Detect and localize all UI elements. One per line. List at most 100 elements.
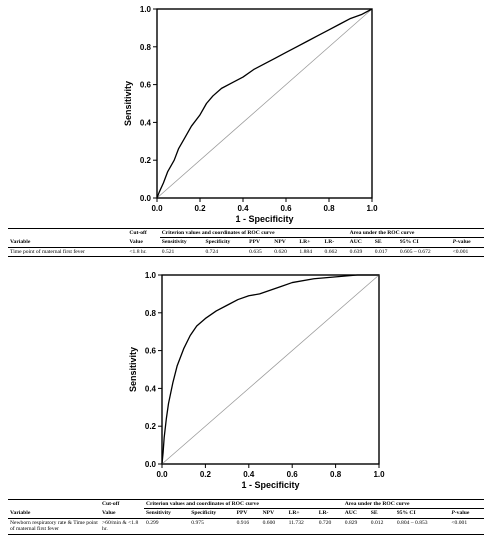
chart2-y-axis-title: Sensitivity (128, 347, 138, 392)
p-value-cell: <0.001 (450, 247, 484, 258)
chart2-y-tick-label: 0.0 (145, 460, 157, 469)
table2-auc-header: AUC (342, 508, 369, 519)
roc-chart-2: 0.0 0.2 0.4 0.6 0.8 1.0 0.0 0.2 0.4 0.6 0.8 1.0 1 - … (128, 271, 385, 490)
chart2-x-tick-label: 0.8 (330, 470, 342, 479)
variable-cell: Time point of maternal first fever (8, 247, 128, 258)
ppv-cell: 0.635 (247, 247, 273, 258)
table1-variable-blank (8, 227, 128, 238)
chart1-y-tick-label: 0.4 (140, 118, 152, 127)
chart1-x-axis-title: 1 - Specificity (235, 214, 293, 224)
table2-ci-header: 95% CI (394, 508, 450, 519)
table1-cutoff-header: Cut-off (127, 227, 160, 238)
roc-chart-1: 0.0 0.2 0.4 0.6 0.8 1.0 0.0 0.2 0.4 0.6 0.8 1.0 1 - … (123, 5, 378, 224)
ci-cell: 0.605 – 0.672 (397, 247, 451, 258)
table2-lr-minus-header: LR- (316, 508, 343, 519)
chart2-y-tick-label: 0.6 (145, 347, 157, 356)
auc-cell: 0.829 (342, 518, 369, 535)
table2-sensitivity-header: Sensitivity (144, 508, 190, 519)
table1-lr-plus-header: LR+ (297, 237, 323, 248)
specificity-cell: 0.975 (189, 518, 235, 535)
sensitivity-cell: 0.299 (144, 518, 190, 535)
chart1-y-tick-label: 0.2 (140, 156, 152, 165)
table-row: Time point of maternal first fever <1.8 … (8, 247, 484, 258)
chart1-y-tick-label: 0.6 (140, 81, 152, 90)
lr-plus-cell: 11.732 (286, 518, 317, 535)
chart1-x-tick-label: 0.2 (194, 204, 206, 213)
chart1-x-tick-label: 0.0 (151, 204, 163, 213)
table1-sensitivity-header: Sensitivity (159, 237, 204, 248)
lr-plus-cell: 1.884 (297, 247, 323, 258)
chart1-y-axis-title: Sensitivity (123, 81, 133, 126)
chart2-y-tick-label: 1.0 (145, 271, 157, 280)
ppv-cell: 0.916 (234, 518, 261, 535)
npv-cell: 0.600 (260, 518, 287, 535)
chart2-x-tick-label: 1.0 (373, 470, 385, 479)
table2-lr-plus-header: LR+ (286, 508, 317, 519)
table2-specificity-header: Specificity (189, 508, 235, 519)
ci-cell: 0.804 – 0.853 (394, 518, 450, 535)
table2-value-header: Value (100, 508, 144, 519)
table1-specificity-header: Specificity (203, 237, 248, 248)
chart2-x-tick-label: 0.0 (156, 470, 168, 479)
table1-auc-header: AUC (347, 237, 373, 248)
chart2-plot-frame (161, 274, 380, 465)
variable-cell: Newborn respiratory rate & Time point of… (8, 518, 100, 535)
chart2-y-tick-label: 0.4 (145, 384, 157, 393)
table1-value-header: Value (127, 237, 160, 248)
se-cell: 0.017 (372, 247, 398, 258)
table1-npv-header: NPV (272, 237, 298, 248)
chart1-x-tick-label: 1.0 (366, 204, 378, 213)
chart2-y-tick-label: 0.8 (145, 309, 157, 318)
table1-variable-header: Variable (8, 237, 128, 248)
table1-p-italic: P (452, 239, 456, 246)
table2-criterion-group-header: Criterion values and coordinates of ROC … (144, 498, 343, 510)
table-row: Newborn respiratory rate & Time point of… (8, 518, 484, 535)
cutoff-cell: <1.8 hr. (127, 247, 160, 258)
table1-lr-minus-header: LR- (322, 237, 348, 248)
chart2-x-tick-label: 0.6 (287, 470, 299, 479)
chart1-y-tick-label: 0.0 (140, 194, 152, 203)
chart1-roc-curve (156, 8, 373, 199)
table1-p-header: P-value (450, 237, 484, 248)
chart1-x-tick-label: 0.6 (280, 204, 292, 213)
criterion-table-2: Cut-off Criterion values and coordinates… (8, 498, 484, 535)
chart2-roc-curve (161, 274, 379, 465)
cutoff-cell: >60/min & <1.8 hr. (100, 518, 144, 535)
chart2-y-tick-label: 0.2 (145, 422, 157, 431)
table1-area-group-header: Area under the ROC curve (347, 227, 484, 239)
table2-area-group-header: Area under the ROC curve (342, 498, 484, 510)
table2-cutoff-header: Cut-off (100, 498, 144, 509)
table2-ppv-header: PPV (234, 508, 261, 519)
chart1-x-tick-label: 0.8 (323, 204, 335, 213)
chart1-x-tick-label: 0.4 (237, 204, 249, 213)
chart2-x-tick-label: 0.4 (243, 470, 255, 479)
se-cell: 0.012 (368, 518, 395, 535)
chart2-x-tick-label: 0.2 (200, 470, 212, 479)
table2-p-rest: -value (454, 510, 470, 517)
table2-variable-header: Variable (8, 508, 100, 519)
table1-p-rest: -value (455, 239, 471, 246)
specificity-cell: 0.724 (203, 247, 248, 258)
sensitivity-cell: 0.521 (159, 247, 204, 258)
table1-criterion-group-header: Criterion values and coordinates of ROC … (159, 227, 348, 239)
table2-se-header: SE (368, 508, 395, 519)
table1-se-header: SE (372, 237, 398, 248)
auc-cell: 0.639 (347, 247, 373, 258)
table2-npv-header: NPV (260, 508, 287, 519)
table1-ci-header: 95% CI (397, 237, 451, 248)
chart1-reference-line (156, 8, 373, 199)
npv-cell: 0.620 (272, 247, 298, 258)
table2-p-header: P-value (449, 508, 484, 519)
lr-minus-cell: 0.720 (316, 518, 343, 535)
table2-variable-blank (8, 498, 100, 509)
chart1-plot-frame (156, 8, 373, 199)
chart1-y-tick-label: 1.0 (140, 5, 152, 14)
chart1-y-tick-label: 0.8 (140, 43, 152, 52)
p-value-cell: <0.001 (449, 518, 484, 535)
chart2-x-axis-title: 1 - Specificity (241, 480, 299, 490)
lr-minus-cell: 0.662 (322, 247, 348, 258)
table2-p-italic: P (451, 510, 455, 517)
table1-ppv-header: PPV (247, 237, 273, 248)
chart2-reference-line (161, 274, 380, 465)
criterion-table-1: Cut-off Criterion values and coordinates… (8, 227, 484, 258)
